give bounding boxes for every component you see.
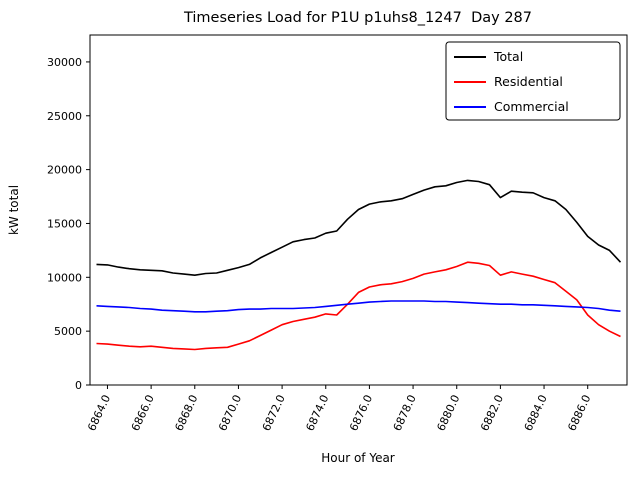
legend-label-residential: Residential (494, 74, 563, 89)
x-tick-label: 6876.0 (347, 393, 375, 433)
x-tick-label: 6864.0 (85, 393, 113, 433)
y-tick-label: 10000 (47, 271, 82, 284)
chart-title: Timeseries Load for P1U p1uhs8_1247 Day … (183, 10, 532, 26)
x-tick-label: 6868.0 (172, 393, 200, 433)
x-tick-label: 6872.0 (260, 393, 288, 433)
legend-label-commercial: Commercial (494, 99, 569, 114)
series-line-residential (96, 261, 621, 351)
x-tick-label: 6870.0 (216, 393, 244, 433)
x-tick-label: 6884.0 (522, 393, 550, 433)
x-tick-label: 6886.0 (565, 393, 593, 433)
legend-label-total: Total (493, 49, 523, 64)
y-tick-label: 15000 (47, 217, 82, 230)
y-axis-label: kW total (7, 185, 21, 235)
plot-frame (89, 34, 628, 386)
x-tick-label: 6882.0 (478, 393, 506, 433)
y-tick-label: 5000 (54, 325, 82, 338)
x-tick-label: 6878.0 (391, 393, 419, 433)
x-tick-label: 6866.0 (129, 393, 157, 433)
x-tick-label: 6874.0 (303, 393, 331, 433)
y-tick-label: 30000 (47, 56, 82, 69)
y-tick-label: 0 (75, 379, 82, 392)
legend: Total Residential Commercial (445, 41, 621, 121)
series-line-total (96, 179, 622, 277)
series-line-commercial (96, 300, 621, 313)
x-tick-label: 6880.0 (434, 393, 462, 433)
y-tick-label: 20000 (47, 164, 82, 177)
legend-box (445, 41, 621, 121)
x-axis-label: Hour of Year (321, 451, 395, 465)
y-tick-label: 25000 (47, 110, 82, 123)
